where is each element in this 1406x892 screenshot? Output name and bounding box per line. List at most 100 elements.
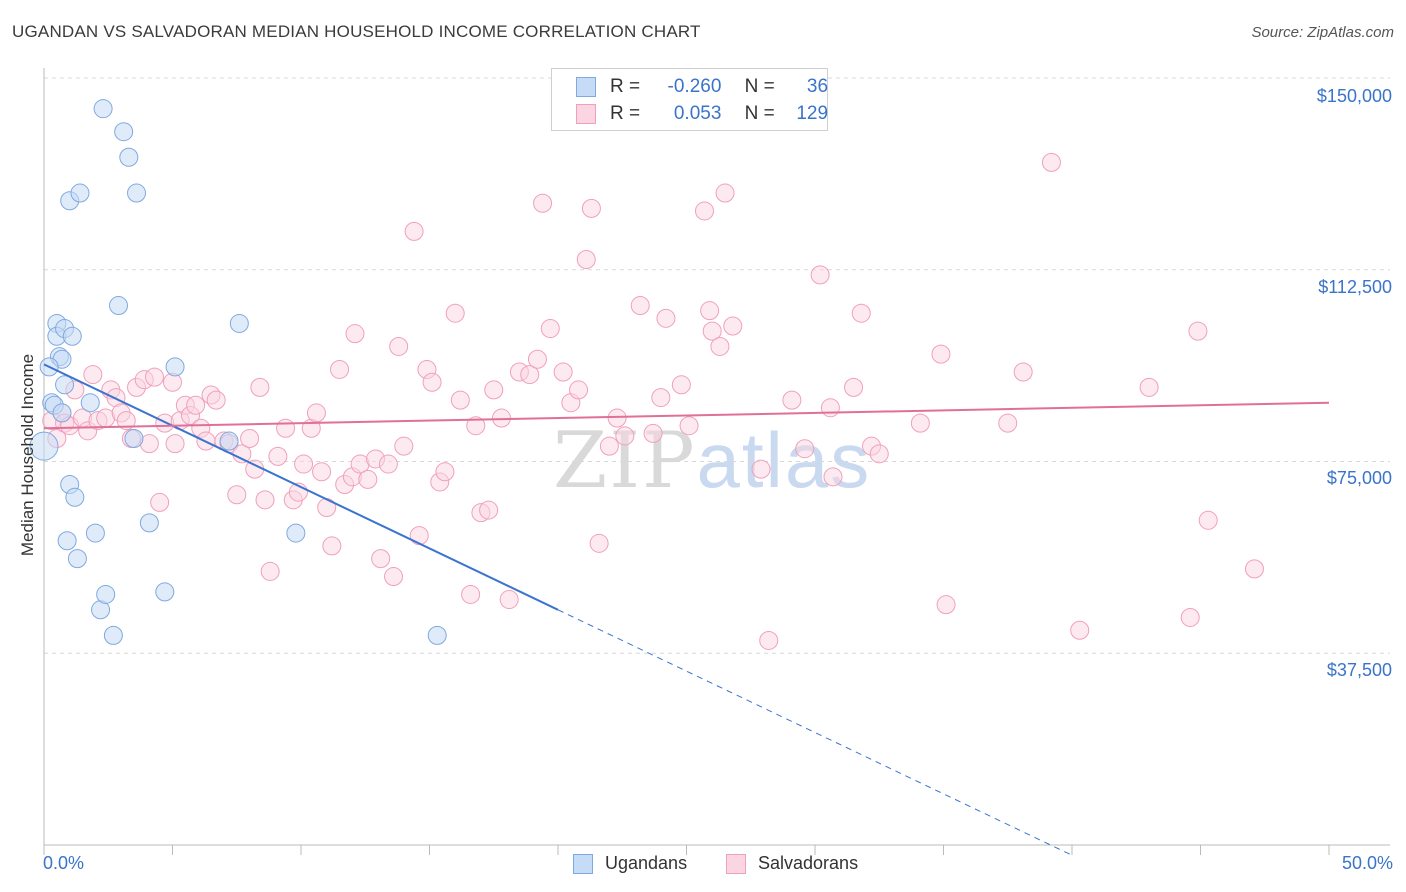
ugandans-point [62,326,82,346]
salvadorans-points [42,152,1264,650]
salvadorans-point [540,319,560,339]
salvadorans-point [910,413,930,433]
salvadorans-point [1188,321,1208,341]
salvadorans-point [795,439,815,459]
salvadorans-point [435,462,455,482]
y-tick-label-75000: $75,000 [1326,468,1392,488]
stats-legend: R = -0.260 N = 36 R = 0.053 N = 129 [551,68,828,131]
salvadorans-point [998,413,1018,433]
ugandans-point [109,296,129,316]
salvadorans-point [569,380,589,400]
salvadorans-point [931,344,951,364]
salvadorans-point [317,498,337,518]
salvadorans-point [581,198,601,218]
salvadorans-point [520,365,540,385]
salvadorans-point [533,193,553,213]
salvadorans-point [823,467,843,487]
ugandans-trend-extension [557,609,1073,856]
ugandans-point [52,403,72,423]
ugandans-point [65,487,85,507]
bottom-ugandans-label: Ugandans [605,853,688,873]
ugandans-point [103,625,123,645]
salvadorans-point [409,526,429,546]
salvadorans-point [1139,377,1159,397]
bottom-salvadorans-label: Salvadorans [758,853,859,873]
salvadorans-point [240,428,260,448]
legend-text-salvadorans: R = 0.053 N = 129 [610,103,829,124]
ugandans-point [155,582,175,602]
salvadorans-point [651,388,671,408]
ugandans-point [80,393,100,413]
salvadorans-point [694,201,714,221]
ugandans-r-value: -0.260 [667,76,722,97]
ugandans-point [219,431,239,451]
salvadorans-point [1041,152,1061,172]
salvadorans-point [810,265,830,285]
ugandans-point [67,549,87,569]
salvadorans-point [227,485,247,505]
salvadorans-point [150,492,170,512]
grid [44,77,1390,654]
salvadorans-point [589,533,609,553]
y-tick-label-37500: $37,500 [1326,660,1392,680]
ugandans-point [85,523,105,543]
salvadorans-point [461,584,481,604]
salvadorans-swatch [576,104,596,124]
x-tick-label-max: 50.0% [1341,853,1393,873]
salvadorans-point [260,561,280,581]
salvadorans-point [116,411,136,431]
ugandans-point [70,183,90,203]
salvadorans-point [250,377,270,397]
salvadorans-point [553,362,573,382]
salvadorans-point [276,418,296,438]
salvadorans-point [700,301,720,321]
ugandans-point [124,428,144,448]
salvadorans-point [782,390,802,410]
salvadorans-point [394,436,414,456]
salvadorans-point [268,446,288,466]
ugandans-n-value: 36 [806,76,829,97]
source-label: Source: ZipAtlas.com [1251,24,1394,41]
salvadorans-point [371,549,391,569]
salvadorans-point [643,423,663,443]
ugandans-point [139,513,159,533]
ugandans-point [55,375,75,395]
salvadorans-point [869,444,889,464]
salvadorans-point [345,324,365,344]
salvadorans-point [322,536,342,556]
y-tick-label-112500: $112,500 [1318,277,1392,297]
ugandans-swatch [576,77,596,97]
ugandans-point [286,523,306,543]
salvadorans-point [306,403,326,423]
salvadorans-point [206,390,226,410]
salvadorans-r-value: 0.053 [673,103,722,124]
ugandans-point [29,431,59,461]
salvadorans-point [679,416,699,436]
salvadorans-point [499,590,519,610]
salvadorans-point [656,308,676,328]
salvadorans-point [599,436,619,456]
ugandans-point [114,122,134,142]
salvadorans-point [312,462,332,482]
salvadorans-point [378,454,398,474]
ugandans-point [165,357,185,377]
salvadorans-point [145,367,165,387]
salvadorans-point [607,408,627,428]
salvadorans-point [630,296,650,316]
salvadorans-point [255,490,275,510]
salvadorans-point [445,303,465,323]
salvadorans-point [422,372,442,392]
ugandans-point [93,99,113,119]
salvadorans-point [450,390,470,410]
salvadorans-point [702,321,722,341]
watermark-atlas: atlas [696,416,872,504]
salvadorans-point [330,359,350,379]
salvadorans-point [1198,510,1218,530]
ugandans-point [57,531,77,551]
salvadorans-point [715,183,735,203]
chart-title: UGANDAN VS SALVADORAN MEDIAN HOUSEHOLD I… [12,22,701,41]
ugandans-point [229,313,249,333]
bottom-ugandans-swatch [573,854,593,874]
salvadorans-point [751,459,771,479]
